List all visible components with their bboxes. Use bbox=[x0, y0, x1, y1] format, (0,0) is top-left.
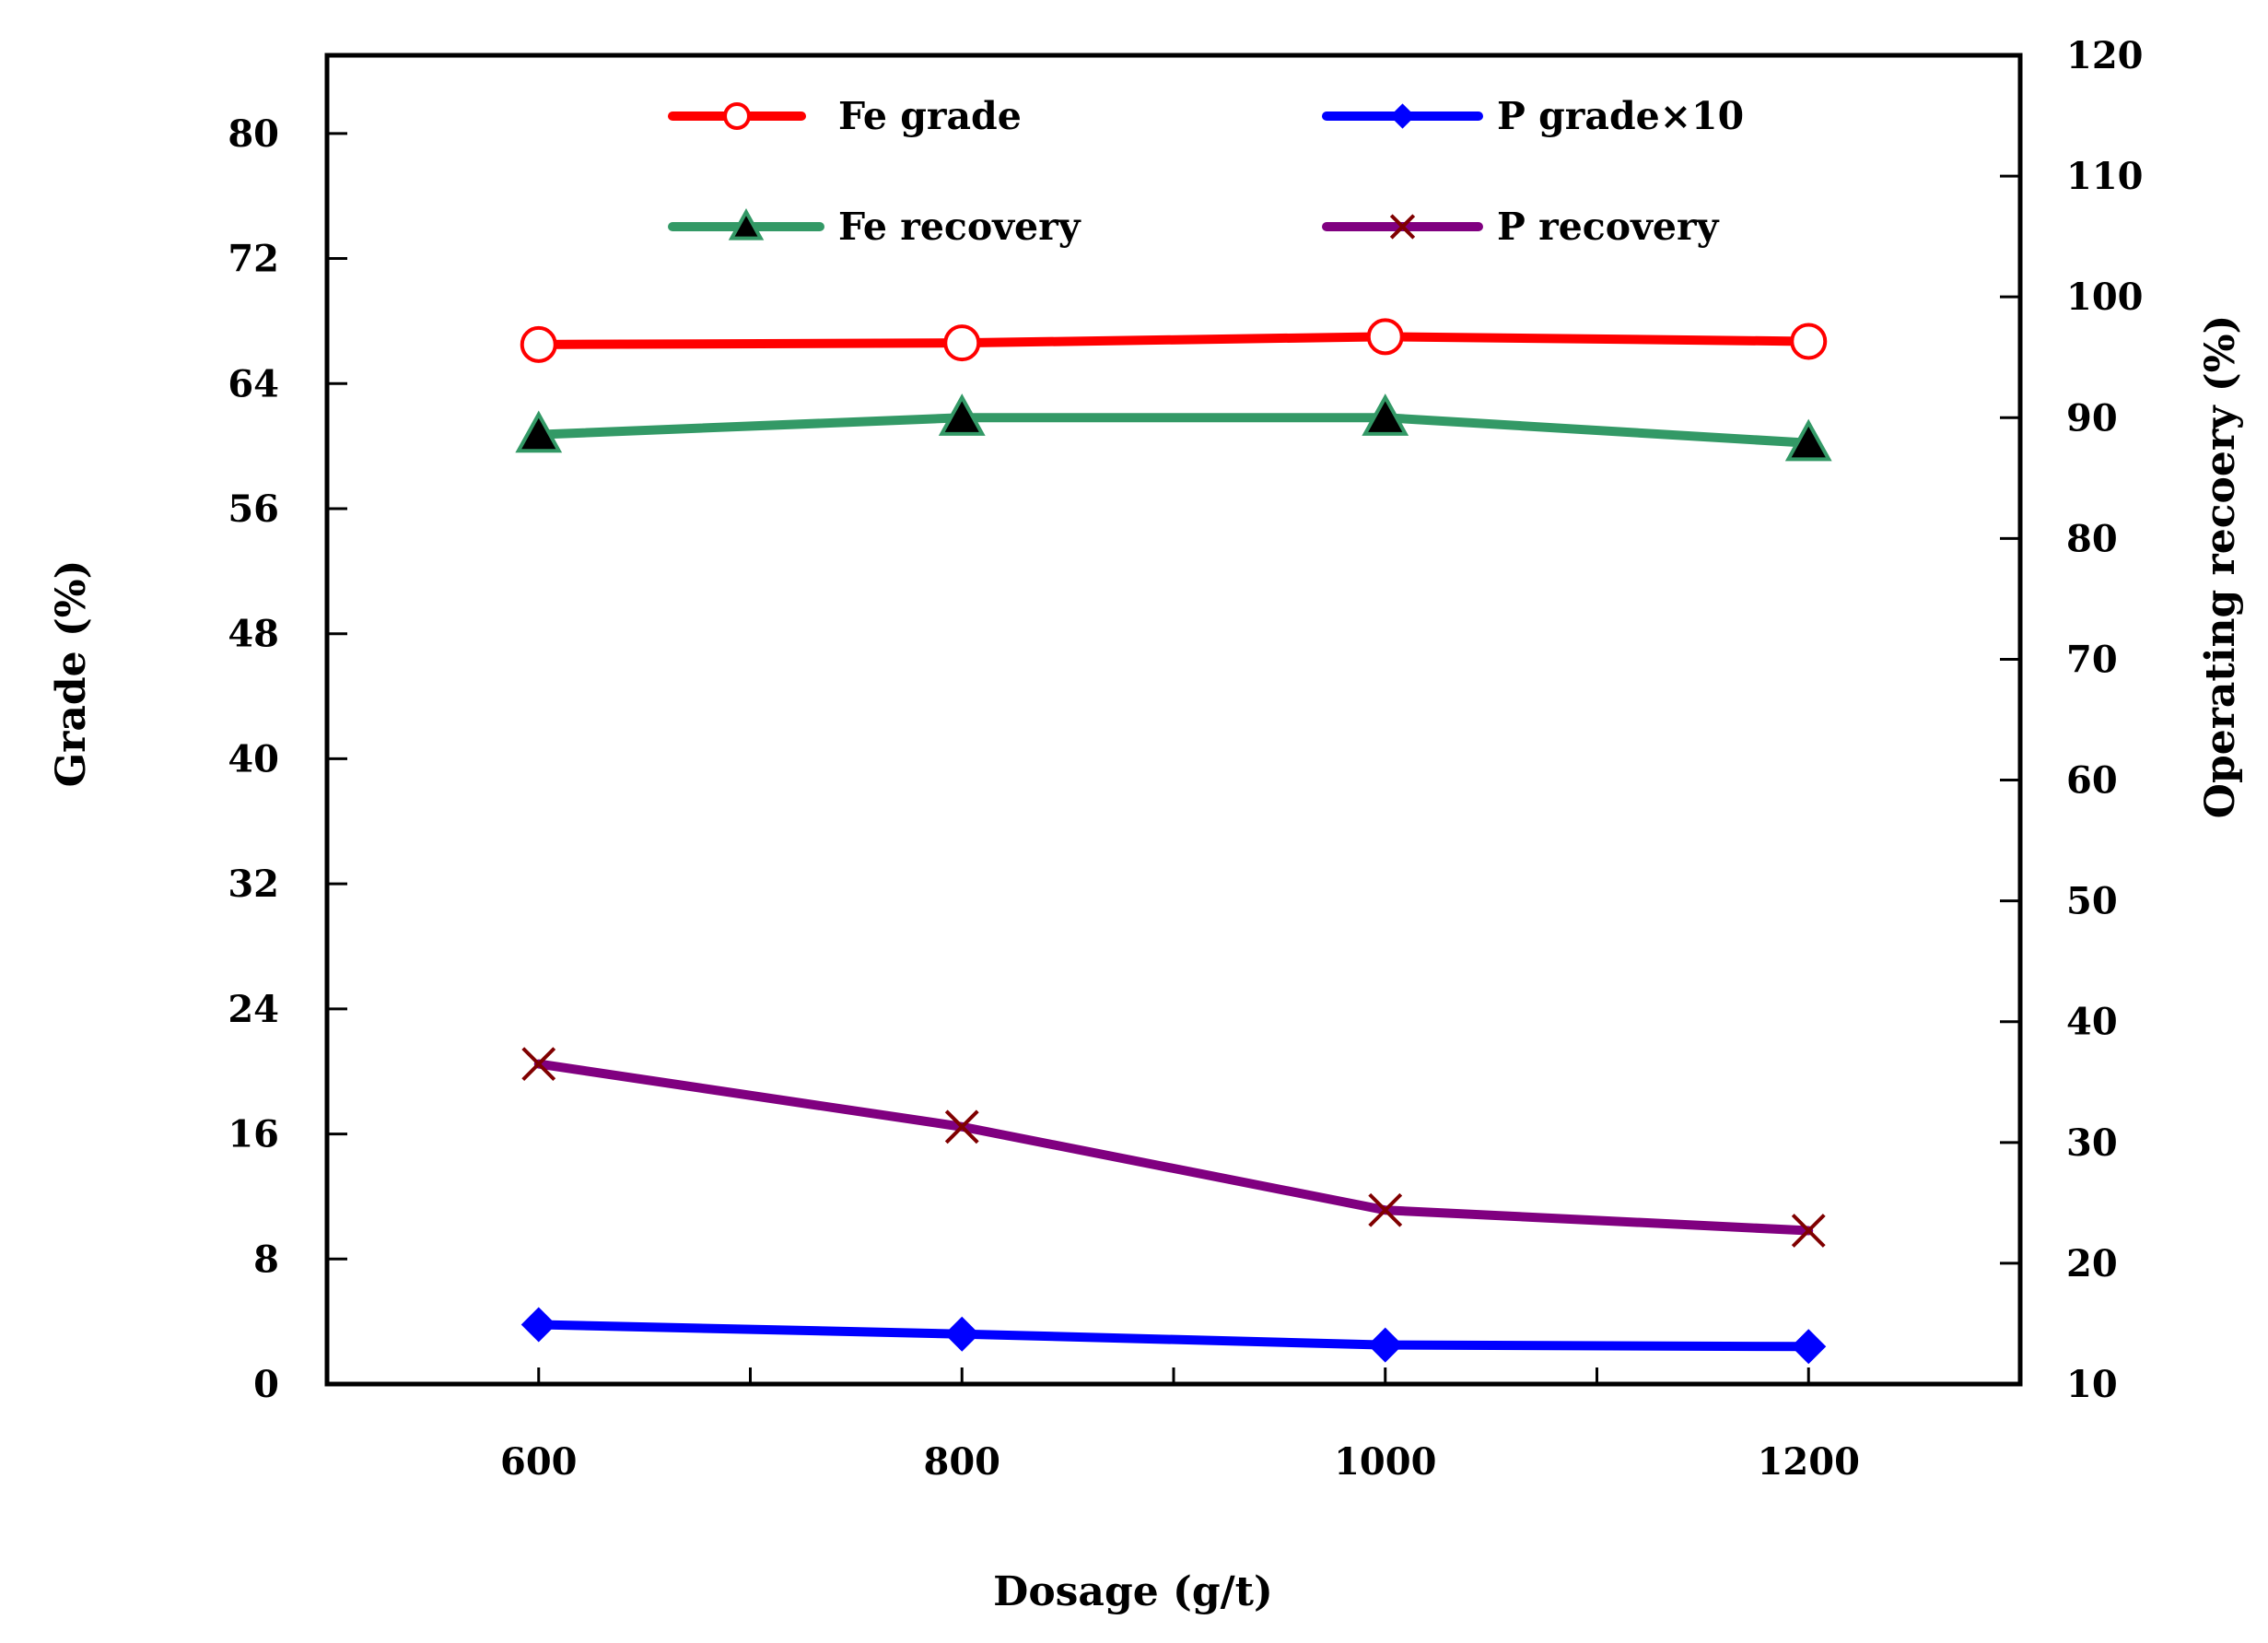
data-point bbox=[1389, 214, 1416, 240]
data-point bbox=[1784, 418, 1832, 462]
legend-item: Fe recovery bbox=[668, 205, 1081, 249]
y-tick-label: 40 bbox=[228, 737, 279, 780]
legend-item: P grade×10 bbox=[1322, 94, 1744, 138]
y-tick-label: 72 bbox=[228, 238, 279, 281]
right-axis: 10 20 30 40 50 60 70 80 90 100 110 120 bbox=[2000, 34, 2144, 1406]
x-tick-label: 600 bbox=[500, 1440, 578, 1484]
y2-tick-label: 90 bbox=[2066, 396, 2118, 440]
data-point bbox=[1790, 323, 1828, 360]
y2-tick-label: 110 bbox=[2066, 155, 2144, 198]
y-tick-label: 64 bbox=[228, 362, 279, 405]
y2-tick-label: 60 bbox=[2066, 759, 2118, 803]
y-tick-label: 32 bbox=[228, 863, 279, 906]
y-tick-label: 8 bbox=[253, 1238, 279, 1281]
y-axis-title: Grade (%) bbox=[48, 560, 95, 788]
series-p-grade-10 bbox=[520, 1307, 1827, 1365]
series-p-recovery bbox=[521, 1047, 1826, 1248]
data-point bbox=[1368, 1192, 1403, 1227]
data-point bbox=[1367, 1327, 1403, 1363]
series-line bbox=[533, 1320, 1814, 1352]
legend-label: P grade×10 bbox=[1497, 94, 1744, 138]
data-point bbox=[521, 1047, 556, 1082]
data-point bbox=[1366, 318, 1404, 356]
y2-tick-label: 100 bbox=[2066, 276, 2144, 319]
y-tick-label: 48 bbox=[228, 613, 279, 656]
series-line bbox=[533, 332, 1814, 349]
series-fe-grade bbox=[520, 318, 1828, 363]
legend-label: Fe grade bbox=[838, 94, 1022, 138]
series-fe-recovery bbox=[515, 393, 1832, 462]
y-tick-label: 56 bbox=[228, 487, 279, 531]
data-point bbox=[944, 1316, 980, 1352]
y2-tick-label: 10 bbox=[2066, 1363, 2118, 1406]
y-tick-label: 24 bbox=[228, 988, 279, 1031]
legend-item: Fe grade bbox=[668, 94, 1022, 138]
x-tick-label: 1200 bbox=[1758, 1440, 1860, 1484]
y-tick-label: 80 bbox=[228, 112, 279, 156]
data-point bbox=[938, 393, 986, 436]
y-tick-label: 16 bbox=[228, 1113, 279, 1156]
y2-tick-label: 50 bbox=[2066, 880, 2118, 923]
plot-area bbox=[324, 53, 2023, 1387]
legend-item: P recovery bbox=[1322, 205, 1720, 249]
x-axis-title: Dosage (g/t) bbox=[993, 1568, 1273, 1615]
data-point bbox=[1791, 1329, 1827, 1365]
legend: Fe grade P grade×10 Fe recovery P recovery bbox=[668, 94, 1744, 249]
y2-tick-label: 40 bbox=[2066, 1001, 2118, 1044]
data-point bbox=[943, 324, 981, 362]
series-line bbox=[533, 1059, 1814, 1236]
y2-tick-label: 70 bbox=[2066, 638, 2118, 681]
data-point bbox=[520, 1307, 556, 1343]
data-point bbox=[723, 102, 751, 130]
x-axis: 600 800 1000 1200 bbox=[500, 1367, 1860, 1484]
legend-label: Fe recovery bbox=[838, 205, 1081, 249]
data-point bbox=[1791, 1214, 1826, 1248]
data-point bbox=[1362, 393, 1409, 436]
data-point bbox=[728, 208, 765, 241]
y2-tick-label: 80 bbox=[2066, 517, 2118, 560]
y2-tick-label: 120 bbox=[2066, 34, 2144, 77]
y2-axis-title: Operating recoery (%) bbox=[2197, 315, 2244, 819]
data-point bbox=[520, 325, 557, 363]
data-point bbox=[944, 1109, 979, 1144]
x-tick-label: 800 bbox=[924, 1440, 1001, 1484]
data-point bbox=[1389, 103, 1416, 129]
x-tick-label: 1000 bbox=[1334, 1440, 1436, 1484]
left-axis: 0 8 16 24 32 40 48 56 64 72 80 bbox=[228, 112, 347, 1406]
data-point bbox=[515, 410, 563, 453]
series-line bbox=[533, 413, 1814, 448]
series-layer bbox=[515, 318, 1832, 1365]
y2-tick-label: 30 bbox=[2066, 1121, 2118, 1165]
y-tick-label: 0 bbox=[253, 1363, 279, 1406]
legend-label: P recovery bbox=[1497, 205, 1720, 249]
y2-tick-label: 20 bbox=[2066, 1242, 2118, 1285]
